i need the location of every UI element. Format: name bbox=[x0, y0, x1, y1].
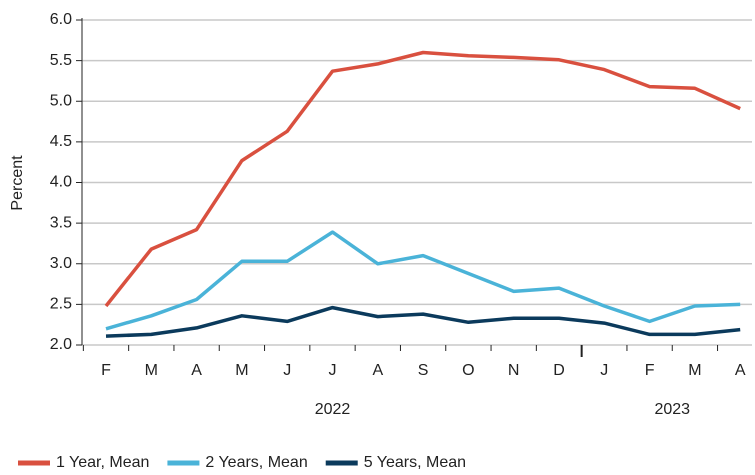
x-tick-label: J bbox=[283, 362, 291, 379]
legend-label: 5 Years, Mean bbox=[364, 454, 466, 471]
legend-label: 2 Years, Mean bbox=[205, 454, 307, 471]
x-tick-label: A bbox=[735, 362, 746, 379]
line-series bbox=[105, 305, 741, 338]
x-tick-label: F bbox=[645, 362, 655, 379]
x-tick-label: J bbox=[329, 362, 337, 379]
y-tick-label: 5.5 bbox=[50, 52, 72, 69]
legend-label: 1 Year, Mean bbox=[56, 454, 149, 471]
x-tick-label: O bbox=[462, 362, 474, 379]
x-tick-label: M bbox=[235, 362, 248, 379]
x-tick-label: A bbox=[372, 362, 383, 379]
x-tick-label: S bbox=[418, 362, 429, 379]
y-tick-label: 3.0 bbox=[50, 255, 72, 272]
y-tick-label: 3.5 bbox=[50, 214, 72, 231]
y-tick-label: 4.0 bbox=[50, 174, 72, 191]
x-group-label: 2023 bbox=[654, 401, 690, 418]
y-tick-label: 2.0 bbox=[50, 336, 72, 353]
x-group-label: 2022 bbox=[315, 401, 351, 418]
line-series bbox=[105, 230, 741, 331]
x-tick-label: F bbox=[101, 362, 111, 379]
x-tick-label: N bbox=[508, 362, 520, 379]
y-tick-label: 5.0 bbox=[50, 92, 72, 109]
x-tick-label: A bbox=[191, 362, 202, 379]
x-tick-label: J bbox=[600, 362, 608, 379]
x-tick-label: D bbox=[553, 362, 565, 379]
x-tick-label: M bbox=[145, 362, 158, 379]
y-axis-label: Percent bbox=[9, 155, 26, 211]
y-tick-label: 2.5 bbox=[50, 296, 72, 313]
y-tick-label: 4.5 bbox=[50, 133, 72, 150]
line-series bbox=[104, 50, 741, 308]
x-tick-label: M bbox=[688, 362, 701, 379]
y-tick-label: 6.0 bbox=[50, 11, 72, 28]
